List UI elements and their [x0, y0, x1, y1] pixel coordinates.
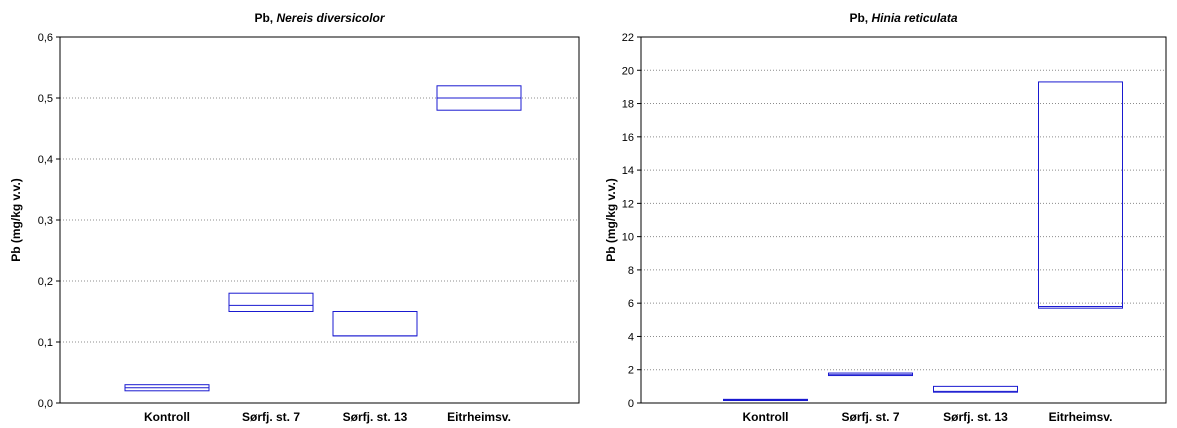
- chart-nereis: Pb, Nereis diversicolor 0,0 0,1 0,2 0,3 0,4 0,…: [0, 0, 588, 428]
- x-category-label: Sørfj. st. 13: [343, 410, 408, 424]
- x-category-label: Sørfj. st. 7: [841, 410, 899, 424]
- y-tick-label: 12: [622, 198, 634, 210]
- y-tick-label: 22: [622, 32, 634, 44]
- y-tick-label: 20: [622, 65, 634, 77]
- chart-nereis-svg: Pb, Nereis diversicolor 0,0 0,1 0,2 0,3 0,4 0,…: [9, 11, 580, 424]
- y-tick-label: 0,5: [38, 93, 53, 105]
- x-category-label: Kontroll: [144, 410, 190, 424]
- chart-title: Pb, Hinia reticulata: [849, 11, 957, 25]
- chart-title-prefix: Pb,: [849, 11, 871, 25]
- y-axis-label: Pb (mg/kg v.v.): [9, 178, 23, 262]
- x-category-label: Kontroll: [743, 410, 789, 424]
- box-3: [332, 311, 418, 337]
- plot-frame: [59, 36, 580, 404]
- y-tick-label: 0,1: [38, 337, 53, 349]
- chart-title-prefix: Pb,: [254, 11, 276, 25]
- y-tick-label: 8: [628, 265, 634, 277]
- x-category-label: Sørfj. st. 13: [943, 410, 1008, 424]
- y-tick-label: 0,0: [38, 398, 53, 410]
- y-tick-label: 0,6: [38, 32, 53, 44]
- y-axis-label: Pb (mg/kg v.v.): [604, 178, 618, 262]
- x-category-label: Eitrheimsv.: [447, 410, 511, 424]
- chart-title-species: Hinia reticulata: [871, 11, 957, 25]
- chart-title: Pb, Nereis diversicolor: [254, 11, 385, 25]
- plot-frame: [640, 36, 1167, 404]
- y-tick-label: 4: [628, 331, 634, 343]
- box-2: [228, 292, 314, 313]
- x-category-label: Eitrheimsv.: [1049, 410, 1113, 424]
- chart-title-species: Nereis diversicolor: [276, 11, 385, 25]
- y-tick-label: 10: [622, 232, 634, 244]
- y-tick-label: 0,4: [38, 154, 53, 166]
- chart-hinia: Pb, Hinia reticulata 0 2 4 6 8 10 12 14 16 18 20 22 P…: [588, 0, 1177, 428]
- box-3: [933, 385, 1018, 393]
- chart-hinia-svg: Pb, Hinia reticulata 0 2 4 6 8 10 12 14 16 18 20 22 P…: [604, 11, 1167, 424]
- y-tick-label: 0: [628, 398, 634, 410]
- y-tick-label: 16: [622, 132, 634, 144]
- y-tick-label: 6: [628, 298, 634, 310]
- y-tick-label: 2: [628, 365, 634, 377]
- y-tick-label: 18: [622, 99, 634, 111]
- y-tick-label: 0,3: [38, 215, 53, 227]
- y-tick-label: 0,2: [38, 276, 53, 288]
- x-category-label: Sørfj. st. 7: [242, 410, 300, 424]
- y-tick-label: 14: [622, 165, 634, 177]
- box-4: [1038, 81, 1123, 309]
